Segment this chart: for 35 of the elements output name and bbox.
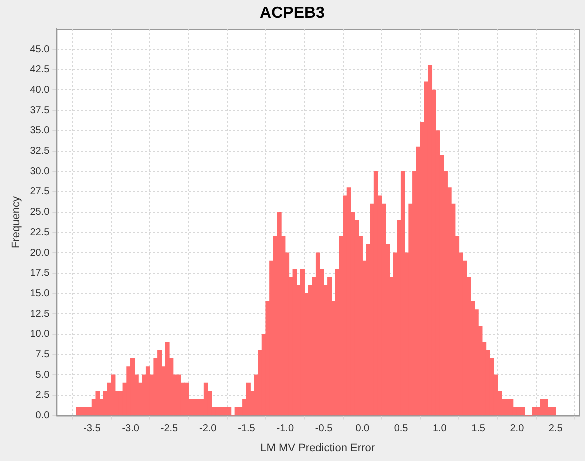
y-tick-label: 25.0 xyxy=(30,207,50,218)
y-tick-label: 17.5 xyxy=(30,268,50,280)
y-tick-label: 40.0 xyxy=(30,84,50,96)
y-tick-label: 37.5 xyxy=(30,105,50,116)
x-tick-label: 0.5 xyxy=(394,424,409,435)
y-tick-label: 10.0 xyxy=(30,329,50,340)
y-tick-label: 15.0 xyxy=(30,288,50,300)
y-tick-label: 27.5 xyxy=(30,186,50,198)
y-tick-label: 32.5 xyxy=(30,146,50,158)
x-tick-label: -1.0 xyxy=(276,424,294,435)
x-tick-label: -3.5 xyxy=(84,424,102,435)
y-tick-label: 45.0 xyxy=(30,44,50,56)
y-tick-label: 22.5 xyxy=(30,227,50,238)
x-tick-label: 2.5 xyxy=(548,424,564,435)
y-tick-label: 12.5 xyxy=(30,308,50,320)
x-tick-label: -0.5 xyxy=(315,424,334,435)
y-tick-label: 5.0 xyxy=(36,370,50,381)
x-tick-label: 1.5 xyxy=(472,424,486,435)
y-tick-label: 2.5 xyxy=(36,390,50,402)
x-tick-label: -3.0 xyxy=(122,424,140,435)
chart-title: ACPEB3 xyxy=(260,5,326,22)
x-tick-label: 0.0 xyxy=(356,424,370,435)
x-axis-title: LM MV Prediction Error xyxy=(260,442,376,454)
y-axis-title: Frequency xyxy=(10,196,23,248)
y-tick-label: 42.5 xyxy=(30,64,50,76)
x-tick-label: -2.0 xyxy=(199,424,218,435)
x-tick-label: 1.0 xyxy=(432,424,448,435)
y-tick-label: 35.0 xyxy=(30,126,50,137)
y-tick-label: 0.0 xyxy=(36,410,50,422)
x-tick-label: -2.5 xyxy=(160,424,179,435)
y-tick-label: 7.5 xyxy=(36,350,50,361)
x-tick-label: -1.5 xyxy=(238,424,256,435)
y-tick-label: 20.0 xyxy=(30,248,50,259)
y-tick-label: 30.0 xyxy=(30,166,50,178)
x-tick-label: 2.0 xyxy=(510,424,525,435)
